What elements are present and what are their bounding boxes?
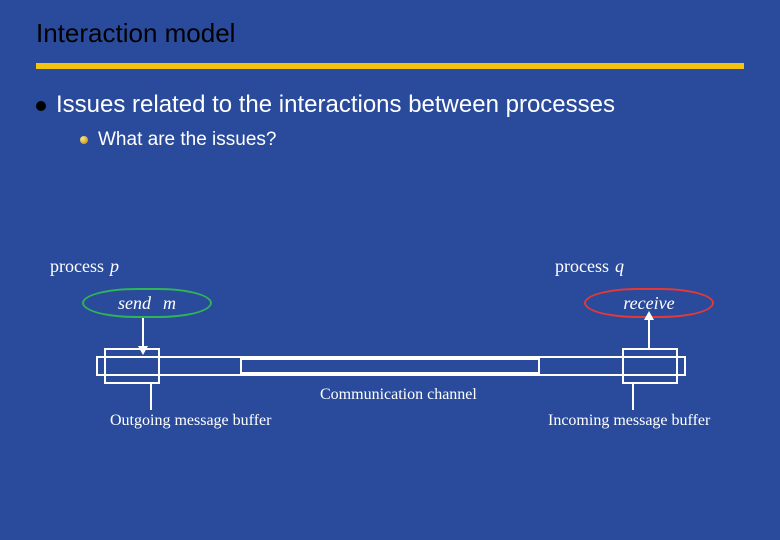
channel-label: Communication channel	[320, 386, 477, 404]
arrow-send-to-buffer	[142, 318, 144, 348]
bullet-dot-icon	[36, 101, 46, 111]
arrow-incoming-buffer-pointer	[632, 384, 634, 410]
send-message-var: m	[163, 293, 176, 314]
interaction-diagram: processp processq send m receive Communi…	[0, 240, 780, 500]
bullet-level-2: What are the issues?	[80, 129, 744, 151]
arrow-buffer-to-receive	[648, 318, 650, 348]
process-p-label: process p	[50, 256, 119, 277]
bullet-1-text: Issues related to the interactions betwe…	[56, 91, 615, 119]
incoming-buffer-label: Incoming message buffer	[548, 412, 710, 430]
sub-1-text: What are the issues?	[98, 129, 276, 151]
process-p-prefix: process	[50, 256, 104, 276]
slide-title: Interaction model	[36, 18, 744, 49]
process-q-var: q	[615, 256, 624, 276]
title-area: Interaction model	[0, 0, 780, 57]
outgoing-buffer-label: Outgoing message buffer	[110, 412, 271, 430]
send-label: send	[118, 293, 151, 314]
outgoing-buffer-box	[104, 348, 160, 384]
sub-bullet-icon	[80, 136, 88, 144]
arrow-outgoing-buffer-pointer	[150, 384, 152, 410]
bullet-level-1: Issues related to the interactions betwe…	[36, 91, 744, 119]
incoming-buffer-box	[622, 348, 678, 384]
arrow-recv-head-icon	[644, 311, 654, 320]
process-q-prefix: process	[555, 256, 609, 276]
process-q-label: process q	[555, 256, 624, 277]
content-area: Issues related to the interactions betwe…	[0, 69, 780, 151]
channel-inner-box	[240, 358, 540, 374]
process-p-var: p	[110, 256, 119, 276]
send-oval: send m	[82, 288, 212, 318]
